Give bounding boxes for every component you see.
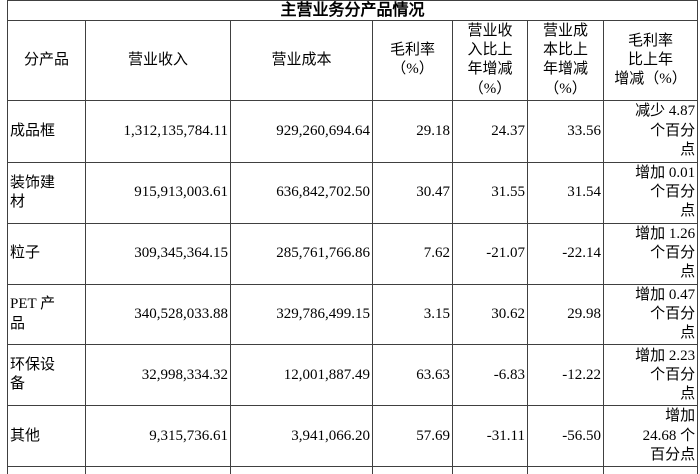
- cell-gross-margin: 57.69: [372, 405, 453, 467]
- cell-revenue: 1,312,135,784.11: [85, 99, 231, 163]
- col-header-product: 分产品: [7, 20, 86, 101]
- cell-revenue-yoy: -31.11: [452, 405, 528, 467]
- cell-cost: 636,842,702.50: [230, 161, 373, 224]
- cell-revenue-yoy: 30.62: [452, 283, 528, 346]
- cell-cost-yoy: 31.54: [527, 161, 604, 224]
- col-header-gross-margin: 毛利率 （%）: [372, 20, 453, 101]
- cell-margin-yoy: 增加 0.47 个百分 点: [602, 283, 699, 346]
- cell-margin-yoy: 减少 4.87 个百分 点: [602, 99, 699, 163]
- cell-revenue-yoy: 24.37: [452, 99, 528, 163]
- table-header-row: 分产品 营业收入 营业成本 毛利率 （%） 营业收 入比上 年增减 （%） 营业…: [7, 20, 699, 101]
- cell-product: 环保设 备: [7, 344, 86, 407]
- cell-gross-margin: 63.63: [372, 344, 453, 407]
- cell-cost: 929,260,694.64: [230, 99, 373, 163]
- cell-cost-yoy: -22.14: [527, 222, 604, 285]
- cell-revenue: 915,913,003.61: [85, 161, 231, 224]
- cell-revenue: 309,345,364.15: [85, 222, 231, 285]
- cell-cost-yoy: -56.50: [527, 405, 604, 467]
- cell-cost-yoy: -12.22: [527, 344, 604, 407]
- cell-margin-yoy: 增加 1.26 个百分 点: [602, 222, 699, 285]
- col-header-margin-yoy: 毛利率 比上年 增减（%）: [602, 20, 699, 101]
- col-header-cost: 营业成本: [230, 20, 373, 101]
- cell-gross-margin: 29.18: [372, 99, 453, 163]
- clipped-next-row: [7, 465, 699, 474]
- cell-product: 其他: [7, 405, 86, 467]
- cell-cost: 3,941,066.20: [230, 405, 373, 467]
- cell-revenue-yoy: -21.07: [452, 222, 528, 285]
- cell-cost: 285,761,766.86: [230, 222, 373, 285]
- table-row-pet-products: PET 产 品 340,528,033.88 329,786,499.15 3.…: [7, 283, 699, 346]
- col-header-cost-yoy: 营业成 本比上 年增减 （%）: [527, 20, 604, 101]
- cell-revenue: 32,998,334.32: [85, 344, 231, 407]
- cell-revenue-yoy: -6.83: [452, 344, 528, 407]
- main-business-by-product-table: 主营业务分产品情况 分产品 营业收入 营业成本 毛利率 （%） 营业收 入比上 …: [6, 0, 699, 474]
- table-row-granules: 粒子 309,345,364.15 285,761,766.86 7.62 -2…: [7, 222, 699, 285]
- table-row-finished-frames: 成品框 1,312,135,784.11 929,260,694.64 29.1…: [7, 99, 699, 163]
- cell-product: 成品框: [7, 99, 86, 163]
- cell-margin-yoy: 增加 0.01 个百分 点: [602, 161, 699, 224]
- cell-cost-yoy: 33.56: [527, 99, 604, 163]
- cell-revenue: 9,315,736.61: [85, 405, 231, 467]
- cell-product: 粒子: [7, 222, 86, 285]
- col-header-revenue-yoy: 营业收 入比上 年增减 （%）: [452, 20, 528, 101]
- cell-margin-yoy: 增加 2.23 个百分 点: [602, 344, 699, 407]
- table-title-row: 主营业务分产品情况: [6, 0, 699, 21]
- table-row-others: 其他 9,315,736.61 3,941,066.20 57.69 -31.1…: [7, 405, 699, 467]
- cell-cost: 329,786,499.15: [230, 283, 373, 346]
- cell-product: PET 产 品: [7, 283, 86, 346]
- cell-gross-margin: 30.47: [372, 161, 453, 224]
- cell-margin-yoy: 增加 24.68 个 百分点: [602, 405, 699, 467]
- cell-revenue: 340,528,033.88: [85, 283, 231, 346]
- cell-cost: 12,001,887.49: [230, 344, 373, 407]
- cell-cost-yoy: 29.98: [527, 283, 604, 346]
- table-row-decorative-materials: 装饰建 材 915,913,003.61 636,842,702.50 30.4…: [7, 161, 699, 224]
- table-row-environmental-equipment: 环保设 备 32,998,334.32 12,001,887.49 63.63 …: [7, 344, 699, 407]
- cell-revenue-yoy: 31.55: [452, 161, 528, 224]
- cell-gross-margin: 3.15: [372, 283, 453, 346]
- col-header-revenue: 营业收入: [85, 20, 231, 101]
- cell-product: 装饰建 材: [7, 161, 86, 224]
- table-title: 主营业务分产品情况: [6, 0, 699, 21]
- cell-gross-margin: 7.62: [372, 222, 453, 285]
